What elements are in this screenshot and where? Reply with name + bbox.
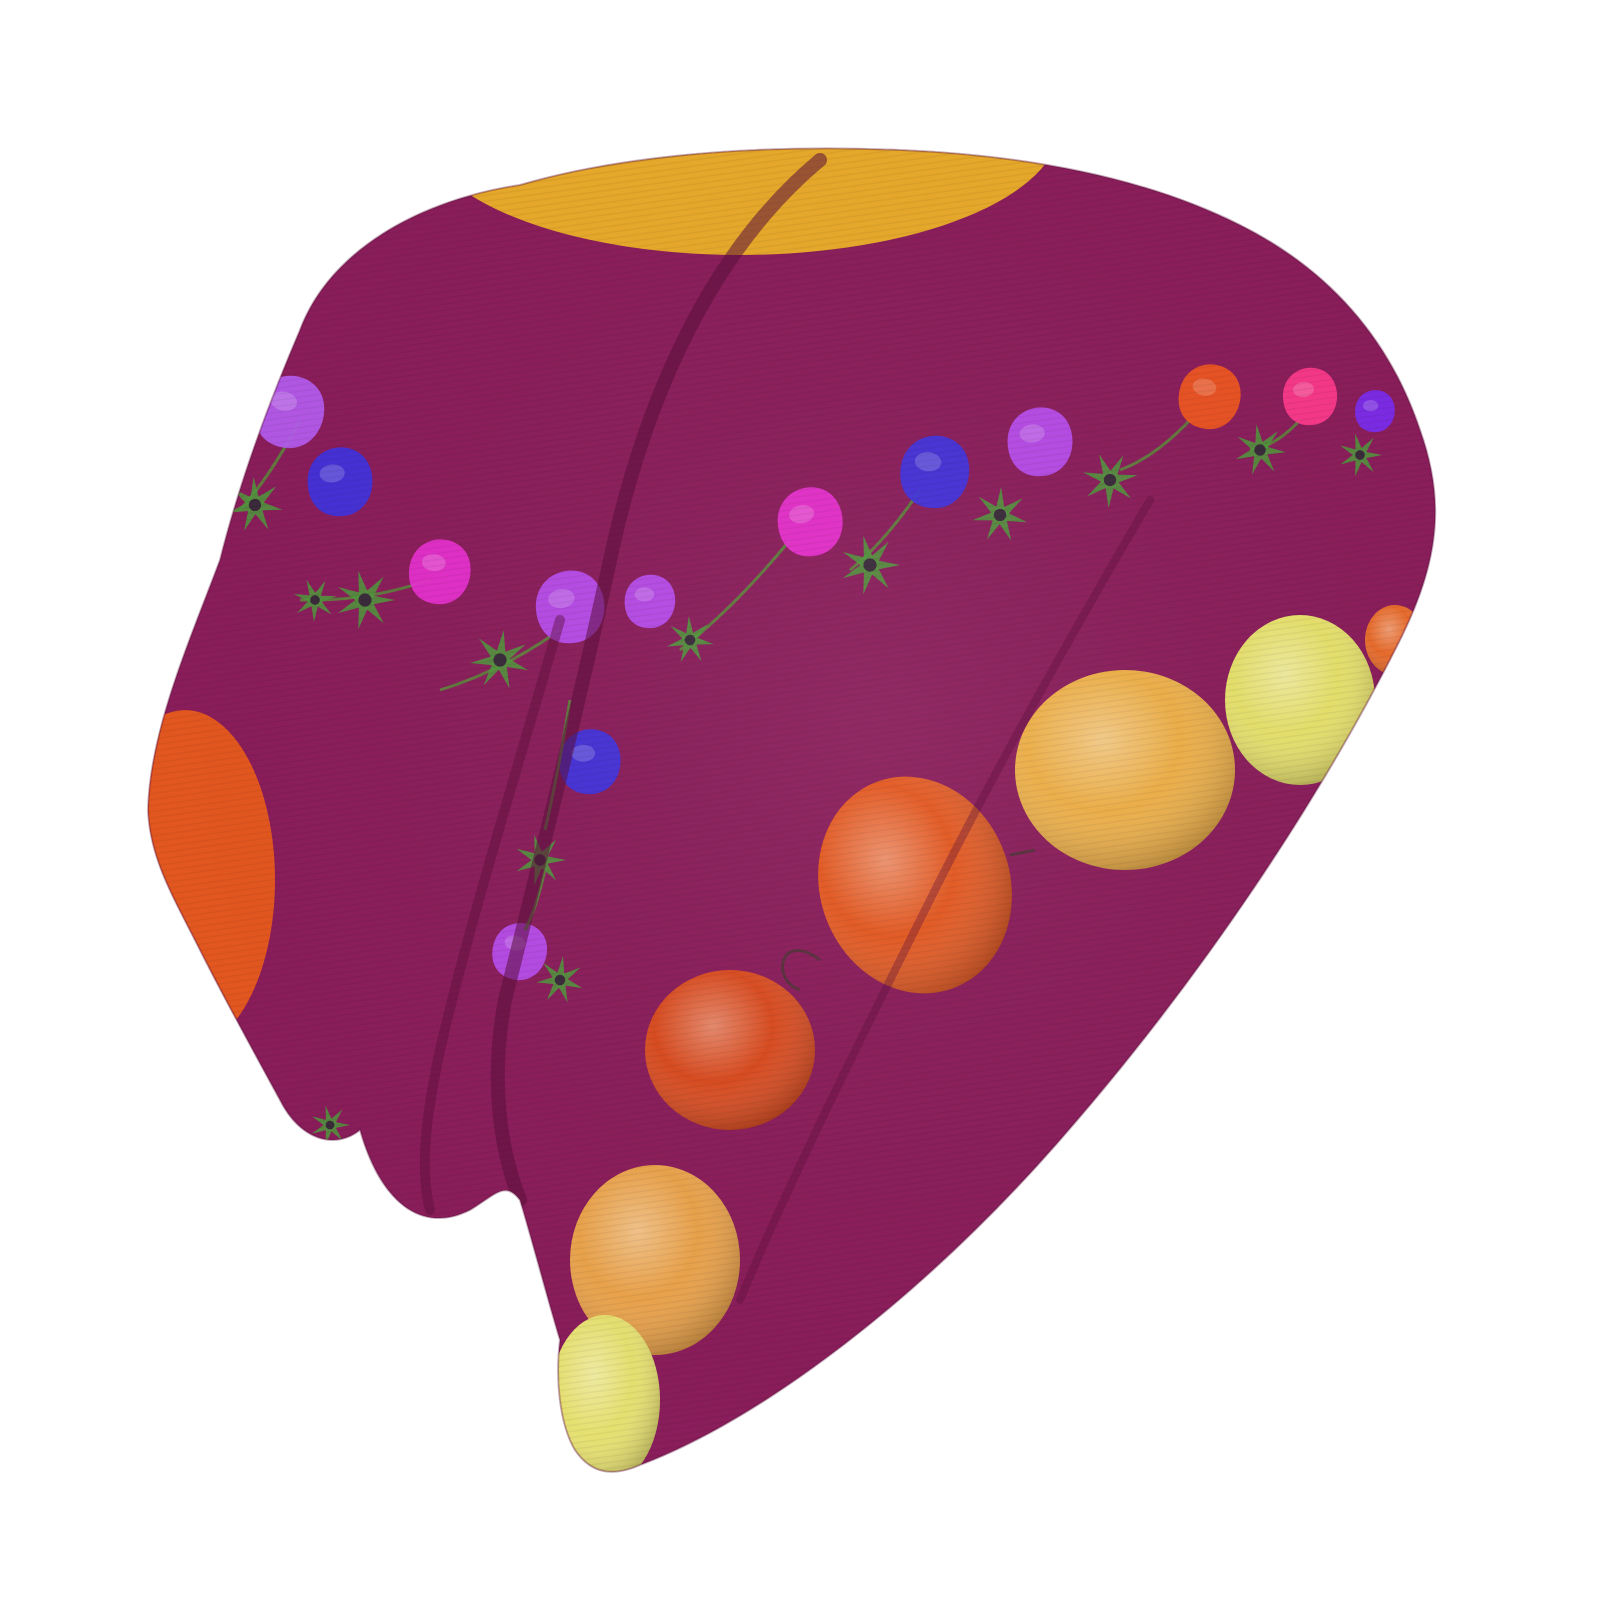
right-fold: [736, 496, 1154, 1304]
center-fold: [490, 153, 827, 1207]
left-fold: [419, 615, 565, 1215]
